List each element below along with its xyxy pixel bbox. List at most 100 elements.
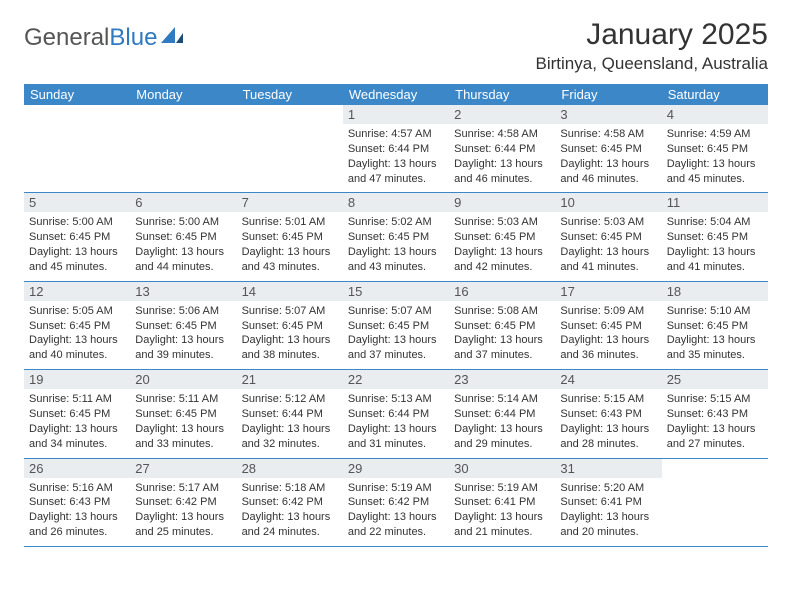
daylight-line: Daylight: 13 hours <box>242 333 338 348</box>
sunrise-line: Sunrise: 5:15 AM <box>560 392 656 407</box>
day-number: 6 <box>130 193 236 212</box>
day-number: 11 <box>662 193 768 212</box>
daylight-line: and 39 minutes. <box>135 348 231 363</box>
day-details: Sunrise: 5:19 AMSunset: 6:42 PMDaylight:… <box>343 478 449 546</box>
sunset-line: Sunset: 6:42 PM <box>348 495 444 510</box>
daylight-line: Daylight: 13 hours <box>135 333 231 348</box>
day-details: Sunrise: 5:07 AMSunset: 6:45 PMDaylight:… <box>343 301 449 369</box>
location: Birtinya, Queensland, Australia <box>536 54 768 74</box>
day-header-cell: Tuesday <box>237 84 343 105</box>
day-number: 1 <box>343 105 449 124</box>
sunrise-line: Sunrise: 5:00 AM <box>29 215 125 230</box>
daylight-line: Daylight: 13 hours <box>454 333 550 348</box>
day-details: Sunrise: 5:17 AMSunset: 6:42 PMDaylight:… <box>130 478 236 546</box>
daylight-line: and 45 minutes. <box>667 172 763 187</box>
day-cell: 13Sunrise: 5:06 AMSunset: 6:45 PMDayligh… <box>130 282 236 369</box>
sunset-line: Sunset: 6:41 PM <box>560 495 656 510</box>
day-cell: 9Sunrise: 5:03 AMSunset: 6:45 PMDaylight… <box>449 193 555 280</box>
day-number: 10 <box>555 193 661 212</box>
sunset-line: Sunset: 6:43 PM <box>667 407 763 422</box>
sunset-line: Sunset: 6:44 PM <box>242 407 338 422</box>
day-cell: 19Sunrise: 5:11 AMSunset: 6:45 PMDayligh… <box>24 370 130 457</box>
daylight-line: and 35 minutes. <box>667 348 763 363</box>
day-cell: 10Sunrise: 5:03 AMSunset: 6:45 PMDayligh… <box>555 193 661 280</box>
sunset-line: Sunset: 6:45 PM <box>29 407 125 422</box>
day-cell: 22Sunrise: 5:13 AMSunset: 6:44 PMDayligh… <box>343 370 449 457</box>
sunrise-line: Sunrise: 5:01 AM <box>242 215 338 230</box>
daylight-line: and 24 minutes. <box>242 525 338 540</box>
day-details: Sunrise: 5:15 AMSunset: 6:43 PMDaylight:… <box>555 389 661 457</box>
day-details: Sunrise: 5:08 AMSunset: 6:45 PMDaylight:… <box>449 301 555 369</box>
day-cell: 4Sunrise: 4:59 AMSunset: 6:45 PMDaylight… <box>662 105 768 192</box>
day-cell: 3Sunrise: 4:58 AMSunset: 6:45 PMDaylight… <box>555 105 661 192</box>
day-details: Sunrise: 5:18 AMSunset: 6:42 PMDaylight:… <box>237 478 343 546</box>
daylight-line: Daylight: 13 hours <box>454 510 550 525</box>
sunset-line: Sunset: 6:41 PM <box>454 495 550 510</box>
day-details: Sunrise: 4:57 AMSunset: 6:44 PMDaylight:… <box>343 124 449 192</box>
day-number: 25 <box>662 370 768 389</box>
day-number <box>662 459 768 478</box>
sunrise-line: Sunrise: 5:07 AM <box>348 304 444 319</box>
sunset-line: Sunset: 6:44 PM <box>348 407 444 422</box>
sunset-line: Sunset: 6:45 PM <box>135 407 231 422</box>
day-details: Sunrise: 5:12 AMSunset: 6:44 PMDaylight:… <box>237 389 343 457</box>
day-details: Sunrise: 5:14 AMSunset: 6:44 PMDaylight:… <box>449 389 555 457</box>
title-block: January 2025 Birtinya, Queensland, Austr… <box>536 18 768 74</box>
daylight-line: Daylight: 13 hours <box>560 157 656 172</box>
day-details: Sunrise: 5:11 AMSunset: 6:45 PMDaylight:… <box>130 389 236 457</box>
daylight-line: and 34 minutes. <box>29 437 125 452</box>
sunrise-line: Sunrise: 5:18 AM <box>242 481 338 496</box>
sunset-line: Sunset: 6:45 PM <box>667 142 763 157</box>
month-title: January 2025 <box>536 18 768 52</box>
day-cell: 17Sunrise: 5:09 AMSunset: 6:45 PMDayligh… <box>555 282 661 369</box>
daylight-line: Daylight: 13 hours <box>348 422 444 437</box>
daylight-line: Daylight: 13 hours <box>242 245 338 260</box>
day-details: Sunrise: 5:20 AMSunset: 6:41 PMDaylight:… <box>555 478 661 546</box>
daylight-line: and 29 minutes. <box>454 437 550 452</box>
daylight-line: Daylight: 13 hours <box>135 422 231 437</box>
day-number: 17 <box>555 282 661 301</box>
sunset-line: Sunset: 6:43 PM <box>29 495 125 510</box>
daylight-line: Daylight: 13 hours <box>135 245 231 260</box>
daylight-line: and 46 minutes. <box>454 172 550 187</box>
day-details: Sunrise: 5:11 AMSunset: 6:45 PMDaylight:… <box>24 389 130 457</box>
daylight-line: and 27 minutes. <box>667 437 763 452</box>
daylight-line: Daylight: 13 hours <box>348 245 444 260</box>
sunrise-line: Sunrise: 4:58 AM <box>560 127 656 142</box>
daylight-line: and 47 minutes. <box>348 172 444 187</box>
week-row: 12Sunrise: 5:05 AMSunset: 6:45 PMDayligh… <box>24 282 768 370</box>
day-details: Sunrise: 4:58 AMSunset: 6:45 PMDaylight:… <box>555 124 661 192</box>
daylight-line: and 22 minutes. <box>348 525 444 540</box>
sunset-line: Sunset: 6:42 PM <box>242 495 338 510</box>
daylight-line: and 32 minutes. <box>242 437 338 452</box>
day-header-row: SundayMondayTuesdayWednesdayThursdayFrid… <box>24 84 768 105</box>
sunrise-line: Sunrise: 5:13 AM <box>348 392 444 407</box>
day-header-cell: Saturday <box>662 84 768 105</box>
week-row: 19Sunrise: 5:11 AMSunset: 6:45 PMDayligh… <box>24 370 768 458</box>
sunset-line: Sunset: 6:44 PM <box>454 407 550 422</box>
sunrise-line: Sunrise: 5:15 AM <box>667 392 763 407</box>
logo-word-1: General <box>24 24 109 51</box>
daylight-line: and 37 minutes. <box>454 348 550 363</box>
day-details: Sunrise: 5:10 AMSunset: 6:45 PMDaylight:… <box>662 301 768 369</box>
daylight-line: and 31 minutes. <box>348 437 444 452</box>
day-cell <box>237 105 343 192</box>
day-cell: 30Sunrise: 5:19 AMSunset: 6:41 PMDayligh… <box>449 459 555 546</box>
daylight-line: and 44 minutes. <box>135 260 231 275</box>
sunset-line: Sunset: 6:45 PM <box>135 319 231 334</box>
daylight-line: and 28 minutes. <box>560 437 656 452</box>
daylight-line: Daylight: 13 hours <box>667 157 763 172</box>
day-details: Sunrise: 5:07 AMSunset: 6:45 PMDaylight:… <box>237 301 343 369</box>
daylight-line: and 38 minutes. <box>242 348 338 363</box>
daylight-line: and 41 minutes. <box>667 260 763 275</box>
day-cell: 12Sunrise: 5:05 AMSunset: 6:45 PMDayligh… <box>24 282 130 369</box>
sunset-line: Sunset: 6:45 PM <box>135 230 231 245</box>
day-details: Sunrise: 5:16 AMSunset: 6:43 PMDaylight:… <box>24 478 130 546</box>
daylight-line: Daylight: 13 hours <box>348 510 444 525</box>
sunrise-line: Sunrise: 5:04 AM <box>667 215 763 230</box>
daylight-line: Daylight: 13 hours <box>29 422 125 437</box>
day-number: 24 <box>555 370 661 389</box>
day-cell: 15Sunrise: 5:07 AMSunset: 6:45 PMDayligh… <box>343 282 449 369</box>
day-number: 3 <box>555 105 661 124</box>
day-cell: 11Sunrise: 5:04 AMSunset: 6:45 PMDayligh… <box>662 193 768 280</box>
